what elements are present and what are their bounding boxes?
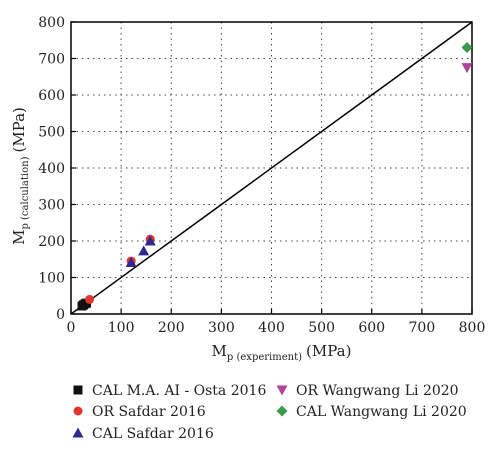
x-tick-label: 800 <box>459 320 486 336</box>
data-point-triangle-down <box>461 63 473 74</box>
y-tick-label: 700 <box>38 52 65 68</box>
y-axis-title-sub: p (calculation) <box>20 156 31 229</box>
legend-label: CAL M.A. AI - Osta 2016 <box>92 383 266 399</box>
x-axis-title: Mp (experiment) (MPa) <box>212 342 352 363</box>
y-axis-title-unit: (MPa) <box>10 107 28 152</box>
y-tick-label: 500 <box>38 125 65 141</box>
data-point-circle <box>85 294 95 304</box>
y-axis: 0 100 200 300 400 500 600 700 800 <box>38 15 76 323</box>
x-tick-label: 100 <box>108 320 135 336</box>
data-point-triangle-up <box>125 257 137 268</box>
y-tick-label: 400 <box>38 161 65 177</box>
y-tick-label: 600 <box>38 88 65 104</box>
y-tick-label: 0 <box>56 307 65 323</box>
reference-line <box>70 21 473 315</box>
legend-label: OR Safdar 2016 <box>92 404 206 420</box>
x-tick-label: 300 <box>208 320 235 336</box>
x-axis-title-sub: p (experiment) <box>227 352 302 363</box>
x-axis: 0 100 200 300 400 500 600 700 800 <box>67 309 486 336</box>
y-tick-label: 200 <box>38 234 65 250</box>
x-tick-label: 400 <box>258 320 285 336</box>
y-tick-label: 100 <box>38 271 65 287</box>
x-tick-label: 500 <box>308 320 335 336</box>
x-axis-title-unit: (MPa) <box>306 342 351 360</box>
y-tick-label: 300 <box>38 198 65 214</box>
legend-label: OR Wangwang Li 2020 <box>296 383 459 399</box>
data-points <box>77 42 473 311</box>
y-tick-label: 800 <box>38 15 65 31</box>
legend-marker-triangle-down <box>276 385 288 396</box>
legend-label: CAL Safdar 2016 <box>92 426 214 442</box>
x-tick-label: 600 <box>358 320 385 336</box>
grid-lines <box>71 22 472 314</box>
data-point-diamond <box>461 42 473 54</box>
x-axis-title-main: M <box>212 342 227 360</box>
legend-marker-circle <box>73 406 83 416</box>
legend-marker-square <box>73 385 83 395</box>
data-point-triangle-up <box>144 235 156 246</box>
y-axis-title-main: M <box>10 230 28 245</box>
data-point-square <box>82 298 92 308</box>
legend-label: CAL Wangwang Li 2020 <box>296 404 467 420</box>
data-point-triangle-up <box>138 245 150 256</box>
legend-marker-triangle-up <box>72 427 84 438</box>
legend: CAL M.A. AI - Osta 2016 OR Safdar 2016 CAL… <box>72 383 467 442</box>
x-tick-label: 0 <box>67 320 76 336</box>
x-tick-label: 200 <box>158 320 185 336</box>
legend-marker-diamond <box>276 405 288 417</box>
y-axis-title: Mp (calculation) (MPa) <box>10 107 31 245</box>
x-tick-label: 700 <box>409 320 436 336</box>
